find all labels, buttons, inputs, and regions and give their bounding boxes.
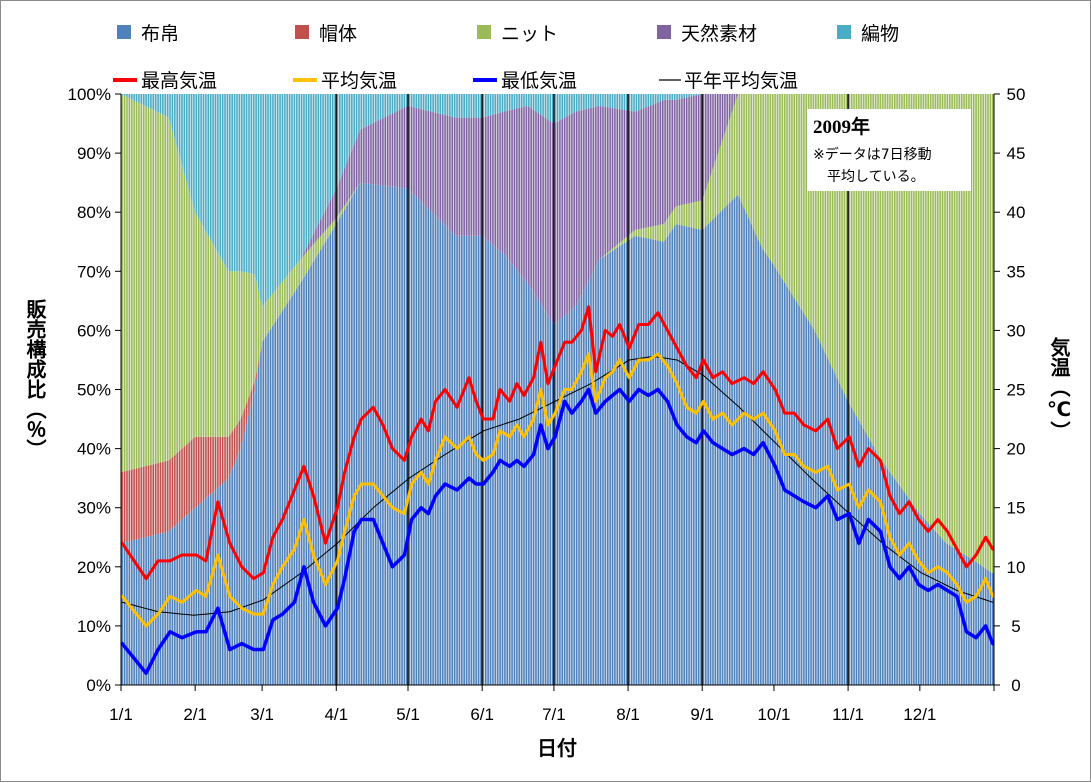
x-tick-label: 7/1 — [542, 705, 566, 724]
legend: 布帛 帽体 ニット 天然素材 編物 最高気温 平均気温 最低気温 平年平均気温 — [113, 23, 899, 92]
x-tick-label: 4/1 — [324, 705, 348, 724]
x-tick-label: 5/1 — [396, 705, 420, 724]
y-left-tick-label: 40% — [77, 440, 111, 459]
note-year: 2009年 — [813, 115, 870, 138]
y-right-tick-label: 40 — [1007, 203, 1026, 222]
note-background — [807, 109, 971, 191]
x-tick-label: 11/1 — [832, 705, 864, 724]
legend-swatch-帽体 — [295, 25, 309, 39]
y-right-tick-label: 50 — [1007, 85, 1026, 104]
area-ニット — [121, 94, 994, 573]
note-box: 2009年 ※データは7日移動 平均している。 — [807, 109, 971, 191]
legend-label-編物: 編物 — [861, 23, 899, 45]
y-right-tick-label: 10 — [1007, 558, 1026, 577]
legend-label-ニット: ニット — [501, 23, 558, 45]
x-tick-label: 1/1 — [109, 705, 133, 724]
legend-swatch-天然素材 — [657, 25, 671, 39]
note-line-1: ※データは7日移動 — [813, 146, 932, 163]
legend-label-帽体: 帽体 — [319, 23, 357, 45]
x-tick-label: 3/1 — [250, 705, 274, 724]
axis-titles: 日付 販売構成比（％） 気温（℃） — [23, 299, 1071, 760]
area-編物 — [121, 94, 994, 307]
axes: 0% 10% 20% 30% 40% 50% 60% 70% 80% 90% 100% 0 5 10 15 2… — [68, 85, 1026, 724]
y-left-tick-label: 80% — [77, 203, 111, 222]
y-left-tick-label: 90% — [77, 144, 111, 163]
y-left-tick-label: 20% — [77, 558, 111, 577]
legend-label-平均気温: 平均気温 — [321, 70, 397, 92]
legend-label-天然素材: 天然素材 — [681, 23, 757, 45]
legend-swatch-布帛 — [117, 25, 131, 39]
y-left-tick-label: 70% — [77, 262, 111, 281]
y-right-tick-label: 20 — [1007, 440, 1026, 459]
x-tick-label: 10/1 — [757, 705, 790, 724]
legend-label-最高気温: 最高気温 — [141, 70, 217, 92]
y-right-tick-label: 30 — [1007, 321, 1026, 340]
y-right-tick-label: 35 — [1007, 262, 1026, 281]
legend-label-平年平均気温: 平年平均気温 — [684, 70, 798, 92]
y-axis-title-left: 販売構成比（％） — [23, 299, 47, 459]
y-left-tick-label: 30% — [77, 499, 111, 518]
x-tick-label: 6/1 — [470, 705, 494, 724]
legend-label-布帛: 布帛 — [141, 23, 179, 45]
x-axis-title: 日付 — [537, 736, 577, 760]
y-right-tick-label: 45 — [1007, 144, 1026, 163]
legend-swatch-編物 — [837, 25, 851, 39]
month-markers — [335, 94, 849, 685]
y-right-tick-label: 5 — [1011, 617, 1020, 636]
x-tick-label: 9/1 — [690, 705, 714, 724]
y-left-tick-label: 50% — [77, 381, 111, 400]
y-left-tick-label: 60% — [77, 321, 111, 340]
line-最低気温 — [120, 387, 995, 675]
vertical-stripes — [122, 94, 993, 685]
x-tick-label: 2/1 — [183, 705, 207, 724]
legend-swatch-ニット — [477, 25, 491, 39]
y-axis-title-right: 気温（℃） — [1047, 336, 1071, 441]
temperature-lines — [120, 305, 995, 675]
y-left-tick-label: 10% — [77, 617, 111, 636]
y-right-tick-label: 15 — [1007, 499, 1026, 518]
y-right-tick-label: 25 — [1007, 381, 1026, 400]
y-left-tick-label: 0% — [86, 676, 111, 695]
x-tick-label: 12/1 — [903, 705, 936, 724]
note-line-2: 平均している。 — [827, 169, 925, 185]
y-left-tick-label: 100% — [68, 85, 111, 104]
line-平均気温 — [120, 352, 995, 628]
area-天然素材 — [121, 94, 994, 325]
line-最高気温 — [120, 305, 995, 581]
x-tick-label: 8/1 — [616, 705, 640, 724]
y-right-tick-label: 0 — [1011, 676, 1020, 695]
legend-label-最低気温: 最低気温 — [501, 70, 577, 92]
